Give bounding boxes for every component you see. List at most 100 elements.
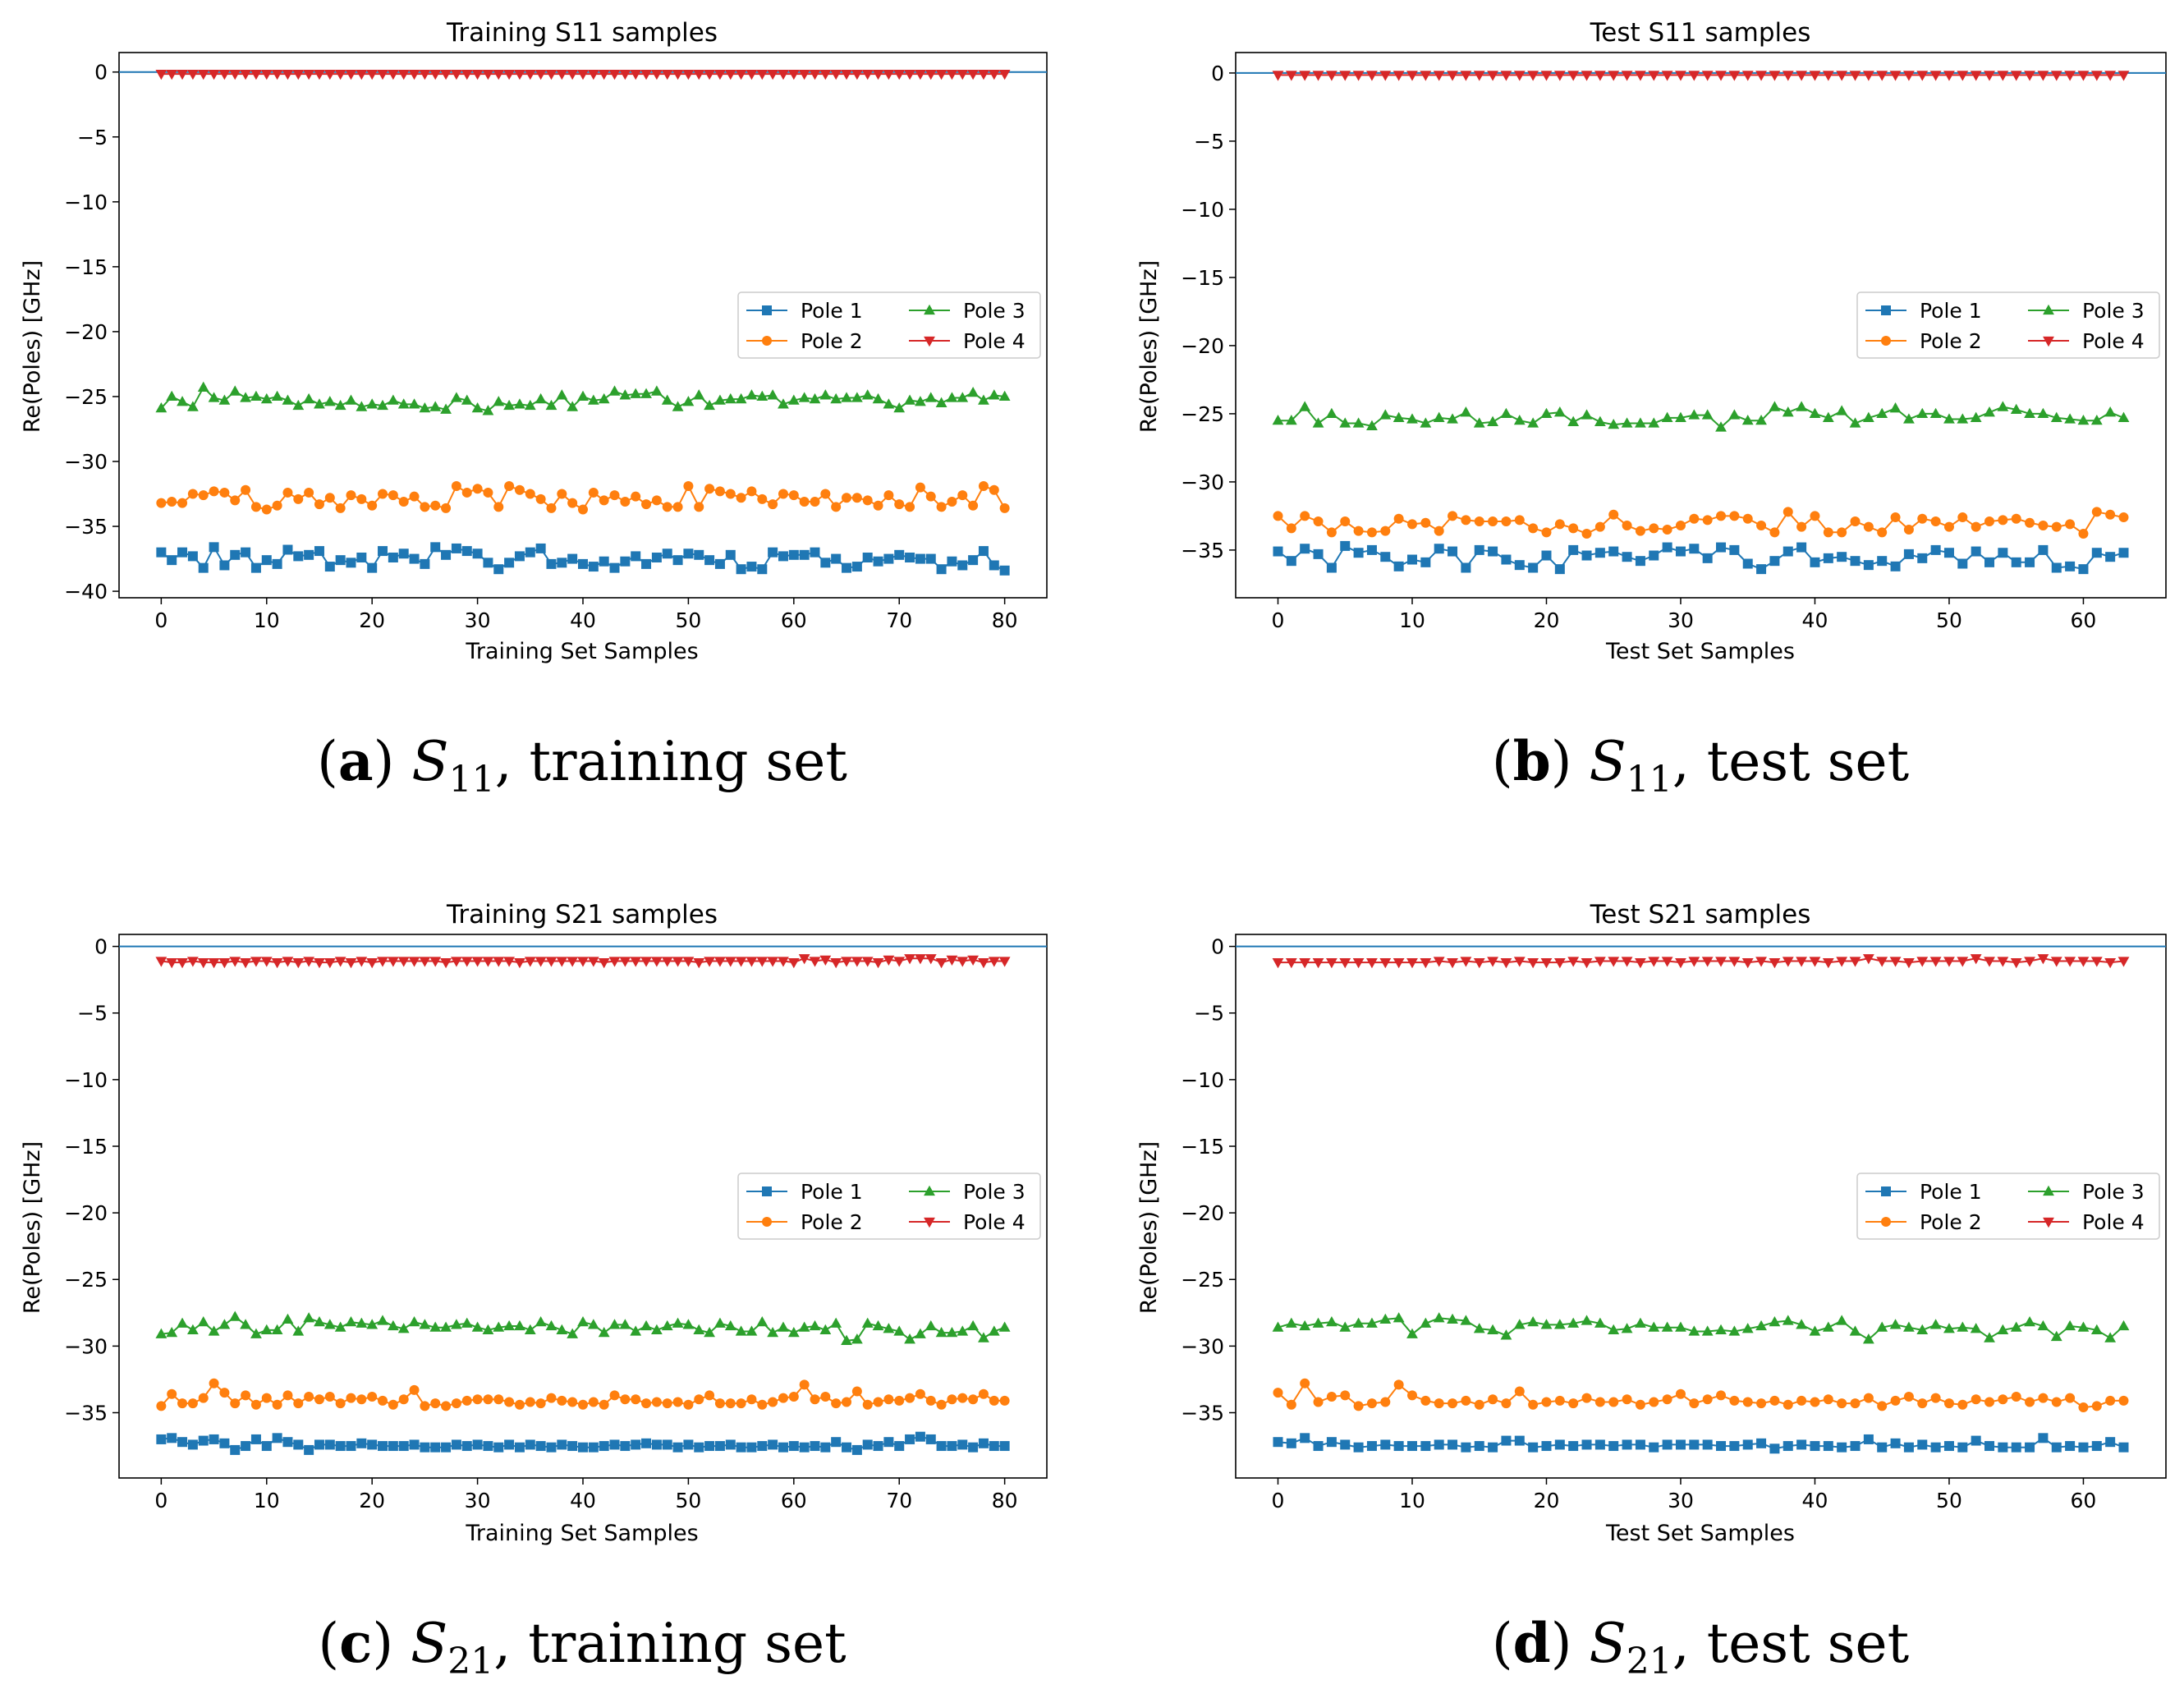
- data-point: [493, 957, 505, 967]
- data-point: [1406, 519, 1417, 530]
- data-point: [535, 1315, 547, 1327]
- data-point: [2117, 957, 2130, 967]
- legend: Pole 1 Pole 2 Pole 3 Pole 4: [1856, 291, 2160, 359]
- data-point: [872, 1320, 884, 1331]
- data-point: [282, 69, 294, 80]
- data-point: [746, 389, 758, 400]
- data-point: [451, 1398, 461, 1409]
- data-point: [2077, 957, 2090, 967]
- data-point: [893, 402, 906, 413]
- data-point: [599, 556, 609, 567]
- data-point: [493, 502, 504, 512]
- data-point: [461, 957, 473, 967]
- data-point: [819, 955, 832, 966]
- x-tick-label: 0: [1272, 1489, 1285, 1512]
- data-point: [608, 69, 621, 80]
- data-point: [1433, 957, 1445, 967]
- y-tick-label: −10: [1181, 1068, 1224, 1092]
- data-point: [1755, 415, 1767, 425]
- data-point: [1823, 553, 1833, 563]
- data-point: [693, 957, 705, 969]
- data-point: [514, 1442, 525, 1453]
- data-point: [1340, 1439, 1351, 1450]
- data-point: [1836, 71, 1848, 81]
- data-point: [904, 394, 915, 405]
- data-point: [1675, 411, 1686, 422]
- data-point: [472, 548, 483, 559]
- data-point: [261, 504, 272, 515]
- data-point: [1448, 511, 1458, 521]
- data-point: [166, 957, 178, 969]
- data-point: [2117, 71, 2130, 81]
- data-point: [1513, 1319, 1526, 1329]
- data-point: [378, 1441, 388, 1452]
- data-point: [1608, 1441, 1619, 1452]
- data-point: [1527, 1315, 1539, 1327]
- data-point: [240, 1319, 251, 1329]
- data-point: [272, 558, 282, 569]
- data-point: [1286, 556, 1296, 567]
- data-point: [1970, 411, 1982, 422]
- data-point: [1553, 406, 1566, 417]
- data-point: [397, 1323, 410, 1333]
- data-point: [988, 69, 1000, 80]
- data-point: [608, 957, 621, 967]
- data-point: [482, 405, 494, 415]
- data-point: [525, 547, 535, 558]
- data-point: [798, 1321, 810, 1332]
- data-point: [620, 556, 631, 567]
- data-point: [1729, 1441, 1740, 1452]
- data-point: [883, 398, 895, 409]
- data-point: [1567, 957, 1580, 967]
- data-point: [630, 388, 642, 398]
- data-point: [819, 389, 832, 400]
- data-point: [1568, 1441, 1579, 1452]
- y-tick-label: −5: [77, 1002, 108, 1026]
- data-point: [334, 69, 346, 80]
- data-point: [1837, 527, 1847, 538]
- data-point: [1943, 1323, 1955, 1333]
- data-point: [957, 1439, 968, 1450]
- data-point: [1568, 1398, 1579, 1409]
- data-point: [998, 957, 1011, 967]
- legend-marker: [762, 1186, 772, 1196]
- data-point: [471, 957, 484, 967]
- data-point: [524, 1324, 536, 1334]
- data-point: [483, 487, 493, 498]
- data-point: [398, 548, 409, 559]
- data-point: [1380, 1397, 1391, 1407]
- data-point: [282, 1313, 294, 1324]
- data-point: [883, 553, 894, 564]
- data-point: [440, 957, 452, 969]
- data-point: [704, 555, 715, 566]
- series-line: [1277, 544, 2124, 571]
- data-point: [1741, 71, 1754, 81]
- data-point: [1541, 1441, 1552, 1452]
- data-point: [1984, 1441, 1995, 1452]
- y-axis-label: Re(Poles) [GHz]: [1136, 260, 1162, 433]
- data-point: [293, 493, 304, 504]
- data-point: [167, 497, 177, 507]
- data-point: [356, 401, 368, 411]
- data-point: [1675, 1388, 1686, 1399]
- data-point: [714, 394, 726, 405]
- legend-item-pole-3: Pole 3: [2028, 299, 2145, 323]
- data-point: [1379, 409, 1392, 420]
- data-point: [767, 69, 779, 80]
- series-line: [1278, 957, 2124, 964]
- data-point: [704, 399, 715, 411]
- data-point: [1998, 548, 2008, 558]
- data-point: [767, 1326, 779, 1338]
- data-point: [957, 1393, 968, 1403]
- data-point: [1300, 544, 1310, 554]
- data-point: [599, 495, 609, 506]
- data-point: [1675, 546, 1686, 557]
- data-point: [1313, 548, 1324, 559]
- data-point: [999, 1441, 1010, 1452]
- data-point: [998, 1321, 1011, 1332]
- y-tick-label: −30: [64, 1334, 108, 1358]
- x-tick-label: 30: [1668, 1489, 1694, 1512]
- data-point: [514, 69, 525, 80]
- data-point: [1863, 560, 1874, 571]
- data-point: [1460, 1315, 1472, 1325]
